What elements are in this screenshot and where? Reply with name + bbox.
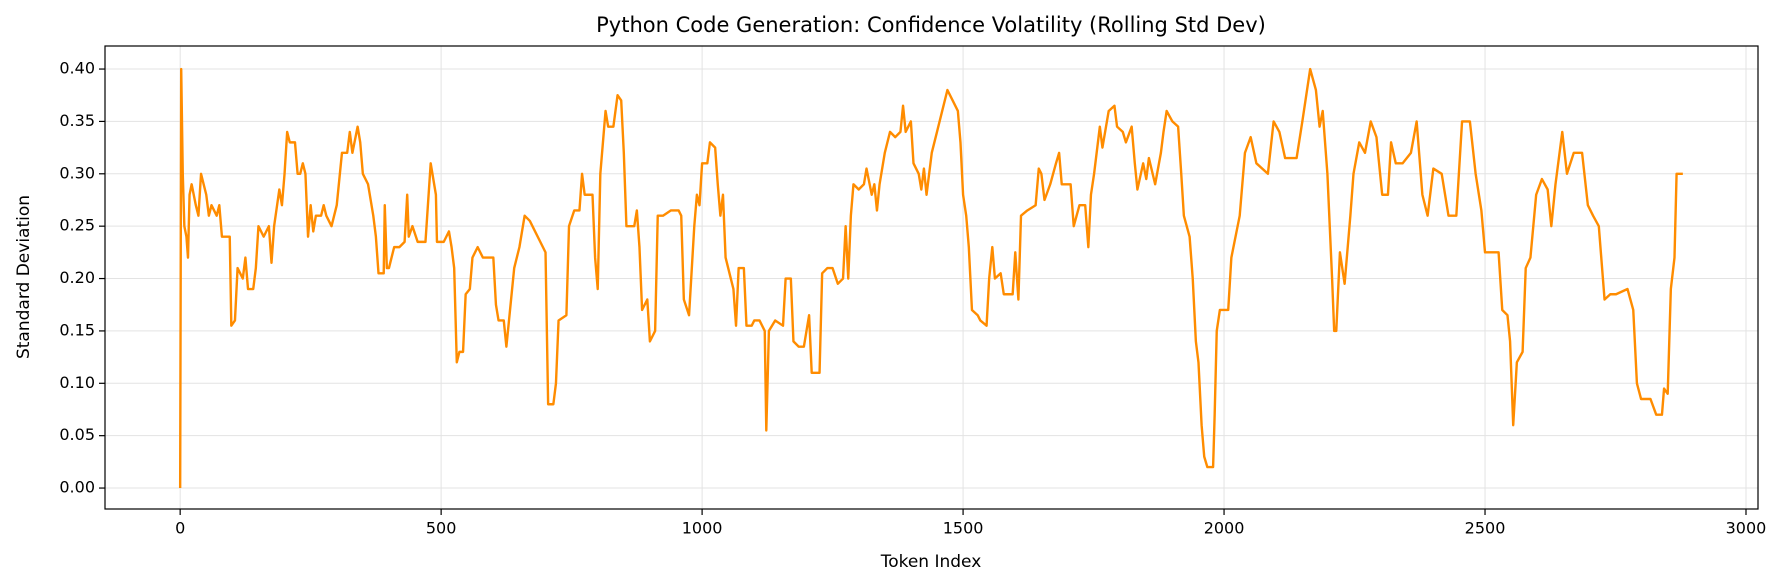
x-tick-label: 2000 [1204,519,1245,538]
chart-title: Python Code Generation: Confidence Volat… [596,13,1266,37]
x-tick-label: 0 [175,519,185,538]
y-tick-label: 0.15 [59,320,95,339]
axes-frame [104,45,1759,510]
ticks: 0 500 1000 1500 2000 2500 3000 0.00 0.05 0.10 0.15… [59,59,1766,538]
y-tick-label: 0.25 [59,216,95,235]
x-tick-label: 500 [426,519,457,538]
grid [105,46,1758,509]
y-tick-label: 0.40 [59,59,95,78]
plot [178,67,1683,489]
y-axis-label: Standard Deviation [14,195,34,359]
y-tick-label: 0.30 [59,163,95,182]
y-tick-label: 0.00 [59,478,95,497]
x-tick-label: 1500 [943,519,984,538]
data-line [178,67,1683,489]
y-tick-label: 0.35 [59,111,95,130]
y-tick-label: 0.05 [59,425,95,444]
y-tick-label: 0.20 [59,268,95,287]
y-tick-label: 0.10 [59,373,95,392]
x-tick-label: 3000 [1726,519,1767,538]
x-tick-label: 1000 [682,519,723,538]
x-tick-label: 2500 [1465,519,1506,538]
x-axis-label: Token Index [880,552,982,572]
